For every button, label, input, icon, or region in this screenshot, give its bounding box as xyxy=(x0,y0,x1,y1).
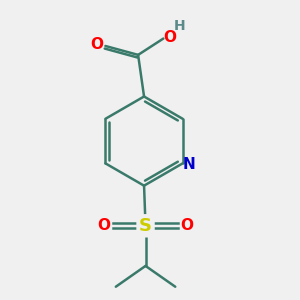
Text: O: O xyxy=(181,218,194,233)
Text: O: O xyxy=(164,30,176,45)
Text: O: O xyxy=(91,37,103,52)
Text: S: S xyxy=(139,217,152,235)
Text: O: O xyxy=(98,218,110,233)
Text: N: N xyxy=(183,158,196,172)
Text: H: H xyxy=(174,19,185,33)
